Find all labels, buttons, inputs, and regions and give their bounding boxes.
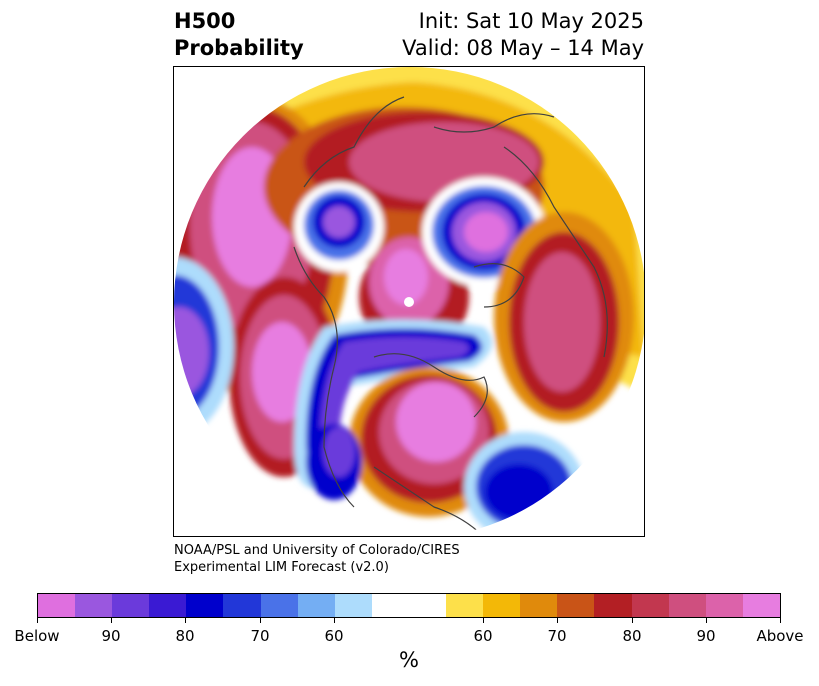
colorbar-swatch (38, 594, 76, 617)
init-date: Init: Sat 10 May 2025 (418, 9, 644, 33)
colorbar-tick (185, 618, 186, 623)
colorbar-swatch (260, 594, 298, 617)
colorbar-swatch (149, 594, 187, 617)
colorbar-tick-label: 60 (473, 627, 493, 645)
title-line-1: H500 (174, 9, 236, 33)
colorbar-swatch (112, 594, 150, 617)
colorbar-tick-label: 90 (101, 627, 121, 645)
probability-map (174, 67, 644, 536)
colorbar-swatch (631, 594, 669, 617)
colorbar-swatch (334, 594, 372, 617)
colorbar-tick (483, 618, 484, 623)
colorbar-tick-label: 70 (547, 627, 567, 645)
colorbar-unit: % (399, 648, 419, 672)
colorbar-tick-label: 80 (175, 627, 195, 645)
colorbar-tick-label: Above (756, 627, 804, 645)
colorbar-tick-label: 80 (622, 627, 642, 645)
colorbar-tick (780, 618, 781, 623)
colorbar-swatch (668, 594, 706, 617)
colorbar-swatch (371, 594, 409, 617)
credit-text: NOAA/PSL and University of Colorado/CIRE… (174, 542, 460, 576)
valid-dates: Valid: 08 May – 14 May (402, 36, 644, 60)
colorbar-tick (37, 618, 38, 623)
credit-line-1: NOAA/PSL and University of Colorado/CIRE… (174, 543, 460, 558)
colorbar-tick (557, 618, 558, 623)
colorbar-tick-label: Below (14, 627, 60, 645)
colorbar-swatch (408, 594, 447, 617)
colorbar-swatch (483, 594, 521, 617)
colorbar-tick-label: 60 (324, 627, 344, 645)
colorbar-tick (260, 618, 261, 623)
forecast-dates: Init: Sat 10 May 2025 Valid: 08 May – 14… (402, 8, 644, 62)
colorbar-swatch (520, 594, 558, 617)
colorbar-swatch (186, 594, 224, 617)
colorbar-swatch (742, 594, 780, 617)
polar-map (173, 66, 645, 537)
colorbar-tick (334, 618, 335, 623)
colorbar (37, 593, 781, 618)
colorbar-tick-label: 70 (250, 627, 270, 645)
colorbar-swatch (297, 594, 335, 617)
map-title: H500 Probability (174, 8, 304, 62)
colorbar-swatch (705, 594, 743, 617)
colorbar-swatch (446, 594, 484, 617)
probability-field (174, 67, 644, 536)
colorbar-swatch (223, 594, 261, 617)
colorbar-swatch (75, 594, 113, 617)
colorbar-swatch (557, 594, 595, 617)
colorbar-tick (706, 618, 707, 623)
colorbar-swatch (594, 594, 632, 617)
credit-line-2: Experimental LIM Forecast (v2.0) (174, 560, 389, 575)
colorbar-tick (111, 618, 112, 623)
coastlines (293, 96, 608, 536)
colorbar-tick (632, 618, 633, 623)
title-line-2: Probability (174, 36, 304, 60)
colorbar-tick-label: 90 (696, 627, 716, 645)
